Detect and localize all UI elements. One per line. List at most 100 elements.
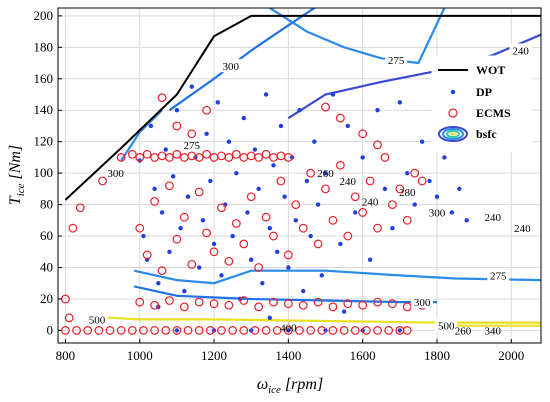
ecms-point bbox=[224, 153, 234, 162]
ecms-point bbox=[358, 300, 368, 310]
ecms-point bbox=[224, 300, 234, 310]
dp-point bbox=[390, 225, 395, 231]
ecms-point bbox=[313, 297, 323, 307]
contour-labels: 300 275 240 275 300 500 500 275 300 240 240 240 240 2… bbox=[86, 43, 532, 337]
x-tick-label: 1200 bbox=[201, 348, 227, 363]
contour-label: 240 bbox=[484, 212, 501, 224]
contour-label: 300 bbox=[429, 207, 446, 219]
dp-point bbox=[174, 328, 180, 333]
ecms-point bbox=[157, 93, 167, 103]
ecms-point bbox=[269, 297, 278, 307]
x-axis-label-unit: [rpm] bbox=[281, 376, 323, 393]
contour-label: 275 bbox=[388, 55, 405, 67]
dp-point bbox=[185, 194, 191, 199]
ecms-point bbox=[183, 326, 193, 335]
dp-point bbox=[286, 265, 291, 270]
dp-point bbox=[219, 273, 224, 278]
ecms-point bbox=[283, 153, 293, 162]
ecms-point bbox=[321, 184, 330, 194]
dp-point bbox=[249, 257, 254, 262]
dp-point bbox=[293, 218, 298, 223]
bsfc-contour-line bbox=[269, 8, 446, 65]
dp-point bbox=[141, 233, 146, 239]
ecms-point bbox=[135, 153, 145, 162]
dp-point bbox=[263, 92, 269, 97]
ecms-point bbox=[350, 326, 360, 335]
ecms-point bbox=[127, 326, 137, 335]
dp-point bbox=[405, 170, 410, 176]
contour-label: 500 bbox=[438, 321, 455, 333]
contour-label: 240 bbox=[362, 196, 379, 208]
dp-point bbox=[301, 288, 306, 294]
dp-point bbox=[397, 100, 403, 105]
ecms-point bbox=[179, 212, 189, 222]
ecms-point bbox=[373, 140, 382, 150]
y-tick-label: 60 bbox=[40, 228, 53, 243]
x-axis-label-main: ω bbox=[257, 376, 268, 393]
ecms-point bbox=[64, 313, 74, 323]
dp-point bbox=[464, 218, 469, 223]
dp-point bbox=[152, 186, 157, 192]
bsfc-contours bbox=[91, 8, 541, 327]
legend-bsfc-swatch bbox=[438, 126, 468, 142]
ecms-point bbox=[209, 247, 219, 257]
plot-frame bbox=[57, 7, 542, 344]
dp-point bbox=[312, 139, 317, 144]
ecms-point bbox=[343, 231, 353, 241]
ecms-point bbox=[373, 326, 382, 335]
contour-label: 300 bbox=[414, 297, 431, 309]
dp-point bbox=[230, 233, 235, 239]
dp-point bbox=[189, 84, 194, 89]
ecms-point bbox=[283, 299, 293, 309]
ecms-point bbox=[161, 326, 171, 335]
contour-label: 400 bbox=[280, 322, 297, 334]
ecms-point bbox=[361, 326, 371, 335]
dp-point bbox=[267, 315, 272, 321]
y-axis-label-sub: ice bbox=[15, 183, 27, 196]
ecms-point bbox=[254, 302, 264, 312]
dp-point bbox=[267, 225, 272, 231]
x-tick-label: 1800 bbox=[424, 348, 450, 363]
ecms-point bbox=[94, 326, 104, 335]
contour-label: 340 bbox=[484, 325, 501, 337]
series bbox=[61, 14, 541, 335]
ecms-point bbox=[205, 326, 215, 335]
contour-label: 240 bbox=[340, 176, 357, 188]
dp-point bbox=[252, 147, 258, 152]
dp-point bbox=[360, 155, 365, 160]
contour-label: 260 bbox=[317, 168, 334, 180]
dp-point bbox=[319, 273, 324, 278]
ecms-point bbox=[269, 231, 278, 241]
ecms-point bbox=[172, 121, 182, 131]
ecms-point bbox=[291, 200, 301, 209]
dp-point bbox=[241, 115, 246, 121]
y-tick-label: 100 bbox=[34, 165, 54, 180]
ecms-point bbox=[187, 259, 197, 269]
ecms-point bbox=[387, 200, 397, 209]
ecms-point bbox=[150, 326, 160, 335]
x-tick-label: 1000 bbox=[127, 348, 153, 363]
dp-point bbox=[167, 249, 172, 254]
ecms-point bbox=[250, 326, 260, 335]
ecms-point bbox=[187, 129, 197, 139]
dp-point bbox=[245, 210, 250, 215]
ecms-point bbox=[261, 212, 271, 222]
dp-point bbox=[353, 210, 358, 215]
ecms-point bbox=[179, 302, 189, 312]
dp-point bbox=[282, 194, 287, 199]
legend: WOT DP ECMS bsfc bbox=[431, 55, 533, 153]
dp-point bbox=[156, 281, 161, 286]
contour-label: 240 bbox=[514, 223, 531, 235]
ecms-point bbox=[272, 326, 282, 335]
contour-label: 260 bbox=[455, 325, 472, 337]
dp-point bbox=[341, 309, 347, 314]
dp-point bbox=[200, 218, 206, 223]
dp-point bbox=[297, 108, 302, 113]
x-axis-label: ωice [rpm] bbox=[257, 376, 323, 396]
ecms-point bbox=[165, 296, 174, 305]
dp-point bbox=[412, 202, 417, 207]
dp-point bbox=[419, 139, 425, 144]
dp-point bbox=[323, 170, 328, 176]
contour-label-bg bbox=[86, 312, 109, 326]
bsfc-contour-line bbox=[120, 109, 163, 162]
